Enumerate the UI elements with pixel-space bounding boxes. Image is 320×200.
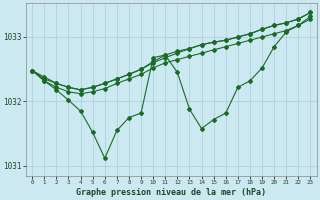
X-axis label: Graphe pression niveau de la mer (hPa): Graphe pression niveau de la mer (hPa): [76, 188, 266, 197]
